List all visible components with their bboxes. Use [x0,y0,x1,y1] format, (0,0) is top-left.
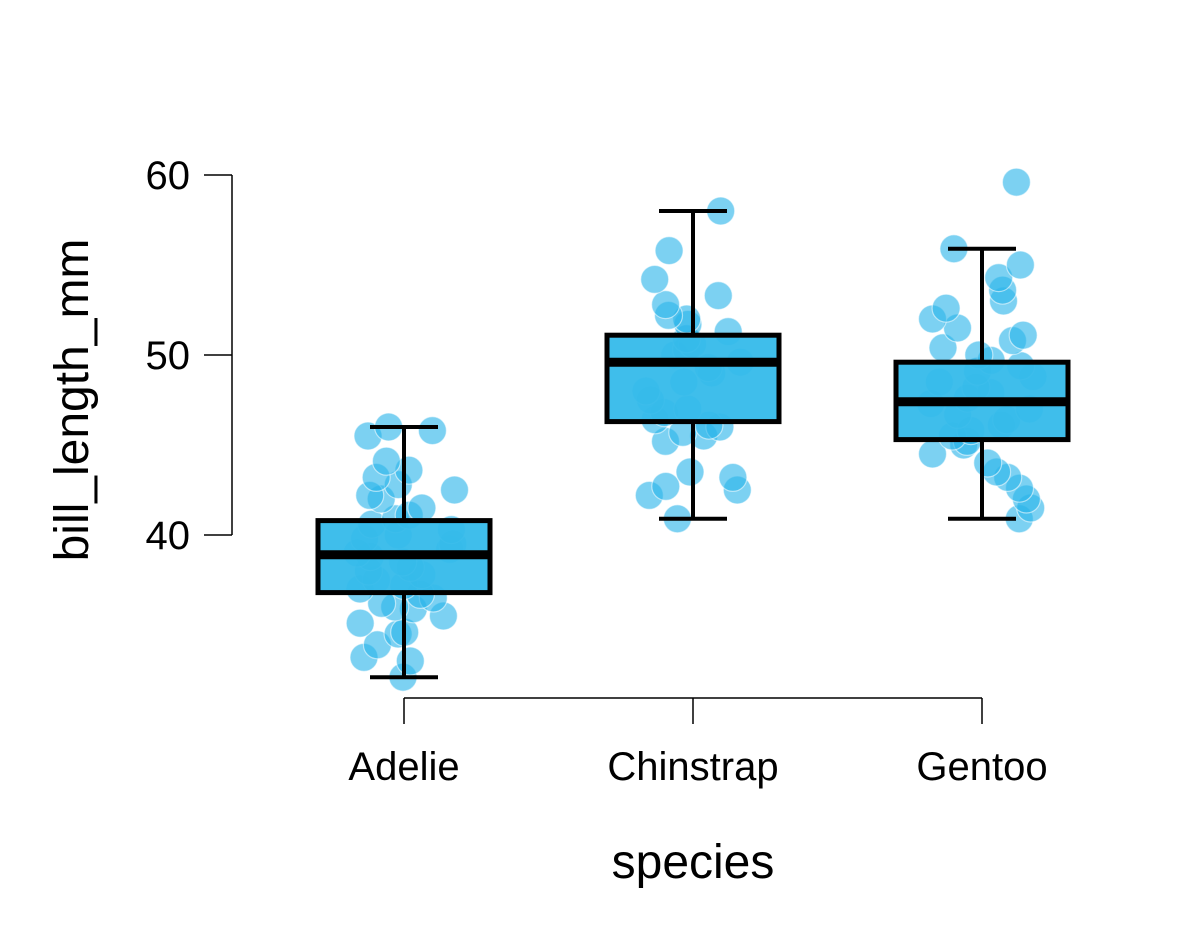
data-point [1005,250,1036,280]
x-tick-label: Adelie [348,745,459,789]
data-point [651,471,681,501]
data-point [675,457,705,487]
data-point [371,446,401,476]
data-point [931,293,961,323]
box-gentoo [893,246,1071,521]
data-point [439,475,470,505]
y-tick-label: 40 [146,514,191,558]
data-point [1001,167,1032,197]
data-point [1008,320,1038,350]
data-point [703,281,733,311]
data-point [345,608,375,638]
data-point [395,646,425,676]
axes-layer: 40 50 60 Adelie Chinstrap Gentoo [146,154,1048,789]
box-adelie [315,425,493,680]
y-tick-label: 50 [146,334,191,378]
x-tick-label: Chinstrap [607,745,778,789]
box-chinstrap [604,209,782,521]
boxes-layer [315,209,1071,680]
x-axis-title: species [612,836,775,889]
data-point [984,263,1014,293]
box-iqr [604,332,782,425]
data-point [654,236,684,266]
y-tick-label: 60 [146,154,191,198]
data-point [417,416,447,446]
data-point [407,493,437,523]
data-point [973,448,1003,478]
y-axis-title: bill_length_mm [46,239,99,562]
data-point [640,264,670,294]
data-point [650,290,681,320]
x-tick-label: Gentoo [916,745,1047,789]
data-point [718,462,748,492]
